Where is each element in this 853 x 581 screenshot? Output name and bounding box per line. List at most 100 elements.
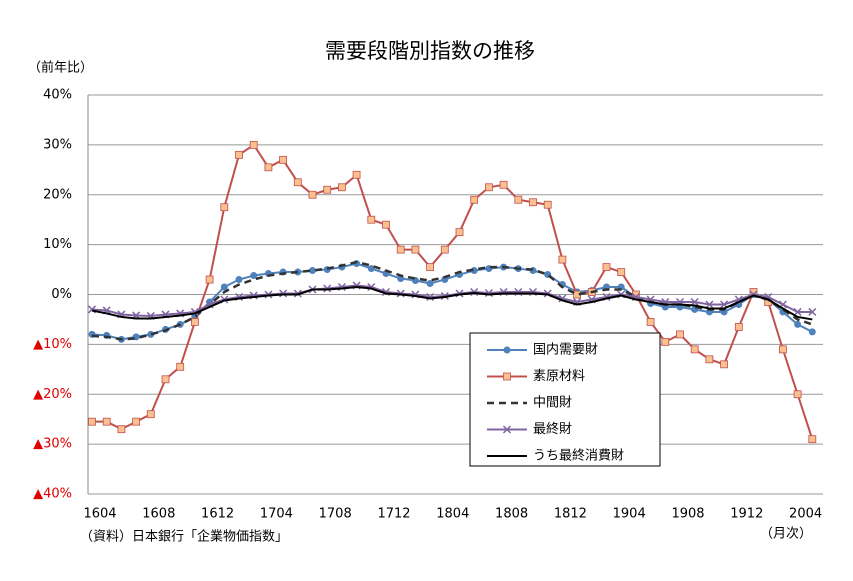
legend-box xyxy=(469,332,661,467)
point xyxy=(558,255,567,264)
markers xyxy=(88,140,817,444)
point xyxy=(367,265,375,273)
point xyxy=(808,435,817,444)
y-tick-label: ▲10% xyxy=(33,337,72,352)
x-tick-label: 1912 xyxy=(730,507,763,522)
point xyxy=(117,425,126,434)
point xyxy=(503,372,511,381)
point xyxy=(279,155,288,164)
x-tick-label: 1808 xyxy=(495,507,528,522)
y-tick-label: 40% xyxy=(43,88,72,103)
y-tick-label: ▲20% xyxy=(33,387,72,402)
x-tick-label: 1704 xyxy=(260,507,293,522)
series-line xyxy=(91,286,813,321)
point xyxy=(220,283,228,291)
point xyxy=(396,245,405,254)
point xyxy=(455,228,464,237)
point xyxy=(503,346,511,354)
point xyxy=(426,292,435,302)
point xyxy=(705,355,714,364)
point xyxy=(176,362,185,371)
point xyxy=(705,300,714,309)
point xyxy=(367,215,376,224)
point xyxy=(646,318,655,326)
point xyxy=(220,203,229,212)
point xyxy=(249,140,258,149)
point xyxy=(88,417,96,426)
x-tick-label: 1904 xyxy=(613,507,646,522)
point xyxy=(293,178,302,187)
x-tick-label: 1604 xyxy=(83,507,116,522)
x-tick-label: 1804 xyxy=(436,507,469,522)
point xyxy=(499,180,508,189)
x-tick-label: 1812 xyxy=(554,507,587,522)
point xyxy=(205,275,214,284)
series-line xyxy=(91,262,813,341)
point xyxy=(543,200,552,209)
y-tick-label: 20% xyxy=(43,187,72,202)
y-tick-label: 30% xyxy=(43,137,72,152)
point xyxy=(323,185,332,194)
point xyxy=(661,337,670,346)
chart-title: 需要段階別指数の推移 xyxy=(325,39,535,63)
y-tick-label: 10% xyxy=(43,237,72,252)
point xyxy=(235,276,243,284)
y-tick-label: ▲30% xyxy=(33,437,72,452)
y-tick-label: 0% xyxy=(51,287,72,302)
point xyxy=(720,360,728,369)
x-tick-label: 1712 xyxy=(377,507,410,522)
source: （資料）日本銀行「企業物価指数」 xyxy=(80,529,288,545)
point xyxy=(411,245,420,254)
point xyxy=(502,425,512,434)
point xyxy=(602,263,611,271)
point xyxy=(617,268,626,276)
point xyxy=(250,272,258,280)
point xyxy=(794,320,802,328)
x-tick-label: 1608 xyxy=(142,507,175,522)
point xyxy=(470,195,479,204)
point xyxy=(441,276,449,284)
point xyxy=(102,417,111,426)
point xyxy=(308,190,317,199)
point xyxy=(514,195,523,204)
legend-label: 中間財 xyxy=(533,396,572,411)
point xyxy=(808,328,816,336)
x-tick-label: 1908 xyxy=(671,507,704,522)
point xyxy=(484,183,493,192)
point xyxy=(382,220,390,229)
y-tick-label: ▲40% xyxy=(33,487,72,502)
series-line xyxy=(92,143,814,440)
point xyxy=(529,198,537,207)
point xyxy=(426,263,435,271)
legend-label: 国内需要財 xyxy=(533,342,598,358)
x-axis-label: （月次） xyxy=(760,526,812,542)
y-axis-label: （前年比） xyxy=(28,60,93,76)
point xyxy=(793,390,802,399)
point xyxy=(132,417,141,426)
x-tick-label: 1708 xyxy=(319,507,352,522)
x-tick-label: 2004 xyxy=(789,507,822,522)
point xyxy=(676,330,684,339)
point xyxy=(235,150,243,159)
point xyxy=(352,170,361,179)
legend-label: 最終財 xyxy=(533,421,572,437)
point xyxy=(779,345,787,354)
point xyxy=(808,307,817,316)
point xyxy=(146,410,155,419)
point xyxy=(337,183,346,192)
point xyxy=(793,307,802,316)
point xyxy=(190,318,199,326)
legend-label: 素原材料 xyxy=(533,369,585,384)
legend-label: うち最終消費財 xyxy=(533,448,624,464)
point xyxy=(734,323,743,331)
point xyxy=(426,280,434,288)
point xyxy=(690,345,699,354)
point xyxy=(440,245,449,254)
point xyxy=(264,163,273,172)
point xyxy=(309,267,316,275)
series-line xyxy=(91,260,813,341)
x-tick-label: 1612 xyxy=(201,507,234,522)
point xyxy=(161,375,170,384)
